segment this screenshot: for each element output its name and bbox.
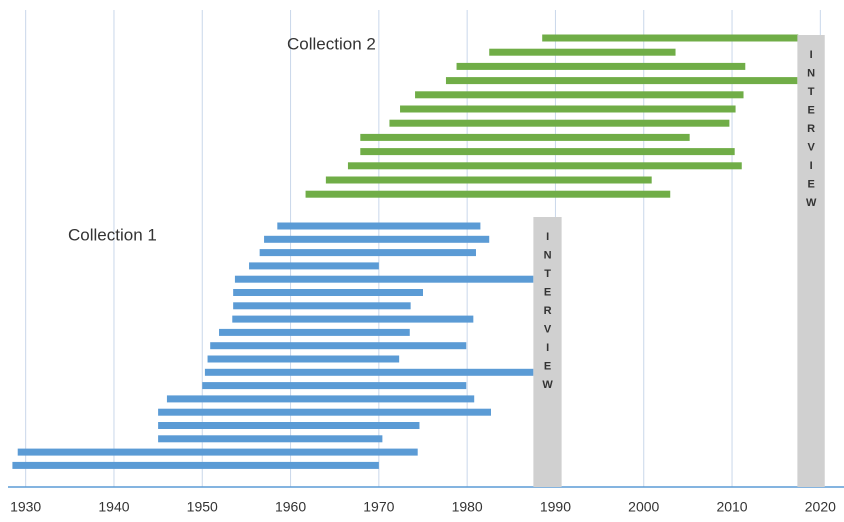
bar (305, 190, 671, 198)
bar (202, 382, 467, 390)
bar (360, 133, 690, 141)
series-label: Collection 1 (68, 225, 157, 244)
x-tick-label: 1950 (187, 499, 218, 515)
x-tick-label: 1970 (363, 499, 394, 515)
x-tick-label: 2020 (805, 499, 836, 515)
x-tick-label: 1990 (540, 499, 571, 515)
bar (360, 148, 735, 156)
bar (325, 176, 652, 184)
bar (233, 302, 411, 310)
bar (400, 105, 736, 113)
bar (389, 119, 730, 127)
x-tick-label: 1940 (98, 499, 129, 515)
interview-band (533, 217, 562, 487)
bar (264, 235, 490, 243)
bar (415, 91, 744, 99)
bar (542, 34, 799, 42)
series-label: Collection 2 (287, 34, 376, 53)
bar (12, 461, 379, 469)
x-tick-label: 1930 (10, 499, 41, 515)
bar (17, 448, 418, 456)
bar (277, 222, 481, 230)
interview-band (797, 35, 825, 487)
interview-label: INTERVIEW (805, 49, 817, 216)
bar (158, 435, 383, 443)
bar (210, 342, 467, 350)
bar (456, 62, 746, 70)
x-tick-label: 2000 (628, 499, 659, 515)
bar (158, 422, 420, 429)
bar (219, 328, 410, 336)
interview-label: INTERVIEW (542, 231, 554, 398)
bar (489, 48, 676, 56)
bar (259, 249, 476, 257)
bar (445, 77, 798, 85)
x-tick-label: 1960 (275, 499, 306, 515)
bar (207, 355, 400, 363)
bar (249, 262, 379, 270)
bar (234, 275, 534, 283)
bar (233, 289, 423, 296)
x-tick-label: 1980 (452, 499, 483, 515)
bar (158, 408, 491, 416)
bar (347, 162, 742, 170)
x-tick-label: 2010 (716, 499, 747, 515)
bar (232, 315, 474, 323)
bar (166, 395, 475, 403)
bar (204, 368, 534, 376)
